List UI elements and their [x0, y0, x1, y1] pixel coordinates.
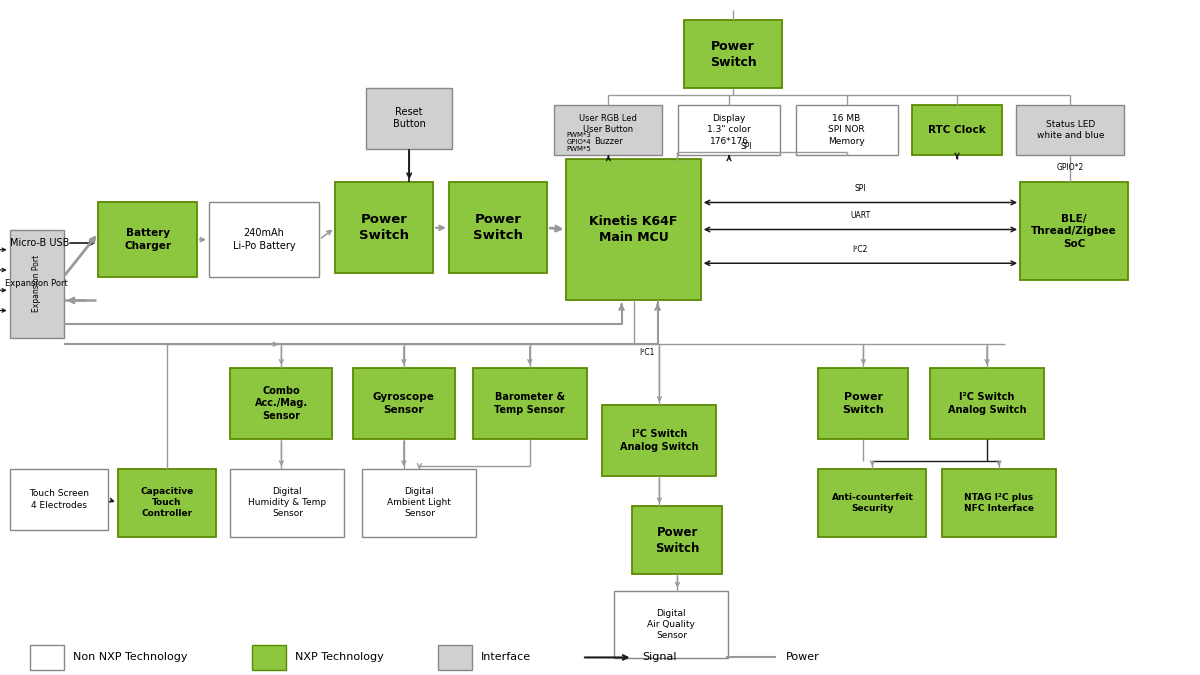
Text: Micro-B USB: Micro-B USB	[10, 238, 68, 248]
Text: Capacitive
Touch
Controller: Capacitive Touch Controller	[140, 487, 193, 518]
Text: Barometer &
Temp Sensor: Barometer & Temp Sensor	[494, 392, 565, 414]
Text: I²C Switch
Analog Switch: I²C Switch Analog Switch	[948, 392, 1026, 414]
Bar	[473, 368, 587, 439]
Bar	[362, 469, 476, 537]
Text: Digital
Ambient Light
Sensor: Digital Ambient Light Sensor	[388, 487, 451, 518]
Bar	[930, 368, 1044, 439]
Text: NTAG I²C plus
NFC Interface: NTAG I²C plus NFC Interface	[964, 493, 1034, 513]
Bar	[554, 105, 662, 155]
Text: I²C1: I²C1	[640, 348, 655, 356]
Text: Anti-counterfeit
Security: Anti-counterfeit Security	[832, 493, 913, 513]
Text: Gyroscope
Sensor: Gyroscope Sensor	[373, 392, 434, 414]
Text: GPIO*2: GPIO*2	[1057, 163, 1084, 172]
Bar	[230, 368, 332, 439]
Bar	[602, 405, 716, 476]
Text: Power: Power	[786, 653, 820, 662]
Bar	[1016, 105, 1124, 155]
Text: I²C2: I²C2	[853, 245, 868, 254]
Bar	[10, 230, 64, 338]
Text: Non NXP Technology: Non NXP Technology	[73, 653, 187, 662]
Bar	[118, 469, 216, 537]
Text: Digital
Air Quality
Sensor: Digital Air Quality Sensor	[648, 609, 695, 640]
Bar	[98, 202, 197, 277]
Text: Interface: Interface	[481, 653, 532, 662]
Text: 16 MB
SPI NOR
Memory: 16 MB SPI NOR Memory	[828, 114, 865, 146]
Bar	[632, 506, 722, 574]
Text: Power
Switch: Power Switch	[655, 526, 700, 554]
Bar	[209, 202, 319, 277]
Text: UART: UART	[851, 211, 870, 220]
Text: SPI: SPI	[740, 142, 752, 151]
Bar	[10, 469, 108, 530]
Bar	[1020, 182, 1128, 280]
Text: 240mAh
Li-Po Battery: 240mAh Li-Po Battery	[233, 228, 295, 251]
Text: Touch Screen
4 Electrodes: Touch Screen 4 Electrodes	[29, 489, 89, 510]
Text: I²C Switch
Analog Switch: I²C Switch Analog Switch	[620, 429, 698, 452]
Text: Status LED
white and blue: Status LED white and blue	[1037, 120, 1104, 140]
Bar	[353, 368, 455, 439]
Text: Battery
Charger: Battery Charger	[124, 228, 172, 251]
Bar	[366, 88, 452, 148]
Bar	[335, 182, 433, 273]
Bar	[230, 469, 344, 537]
Text: Display
1.3" color
176*176: Display 1.3" color 176*176	[707, 114, 751, 146]
Text: User RGB Led
User Button
Buzzer: User RGB Led User Button Buzzer	[580, 114, 637, 146]
Bar	[614, 591, 728, 658]
Text: Digital
Humidity & Temp
Sensor: Digital Humidity & Temp Sensor	[248, 487, 326, 518]
Text: Power
Switch: Power Switch	[473, 213, 523, 242]
Bar	[566, 159, 701, 300]
Bar	[252, 645, 286, 670]
Text: RTC Clock: RTC Clock	[928, 125, 986, 135]
Text: Power
Switch: Power Switch	[710, 40, 756, 68]
Bar	[818, 469, 926, 537]
Bar	[818, 368, 908, 439]
Text: Reset
Button: Reset Button	[392, 107, 426, 130]
Text: NXP Technology: NXP Technology	[295, 653, 384, 662]
Text: PWM*3
GPIO*4
PWM*5: PWM*3 GPIO*4 PWM*5	[566, 132, 592, 152]
Text: Power
Switch: Power Switch	[359, 213, 409, 242]
Text: BLE/
Thread/Zigbee
SoC: BLE/ Thread/Zigbee SoC	[1031, 214, 1117, 248]
Text: Power
Switch: Power Switch	[842, 392, 884, 414]
Text: SPI: SPI	[854, 184, 866, 193]
Bar	[449, 182, 547, 273]
Bar	[438, 645, 472, 670]
Bar	[684, 20, 782, 88]
Bar	[30, 645, 64, 670]
Text: Signal: Signal	[642, 653, 677, 662]
Bar	[678, 105, 780, 155]
Bar	[796, 105, 898, 155]
Bar	[912, 105, 1002, 155]
Text: Combo
Acc./Mag.
Sensor: Combo Acc./Mag. Sensor	[254, 386, 308, 421]
Text: Expansion Port: Expansion Port	[5, 279, 68, 288]
Bar	[942, 469, 1056, 537]
Text: Kinetis K64F
Main MCU: Kinetis K64F Main MCU	[589, 215, 678, 244]
Text: Expansion Port: Expansion Port	[32, 255, 41, 312]
